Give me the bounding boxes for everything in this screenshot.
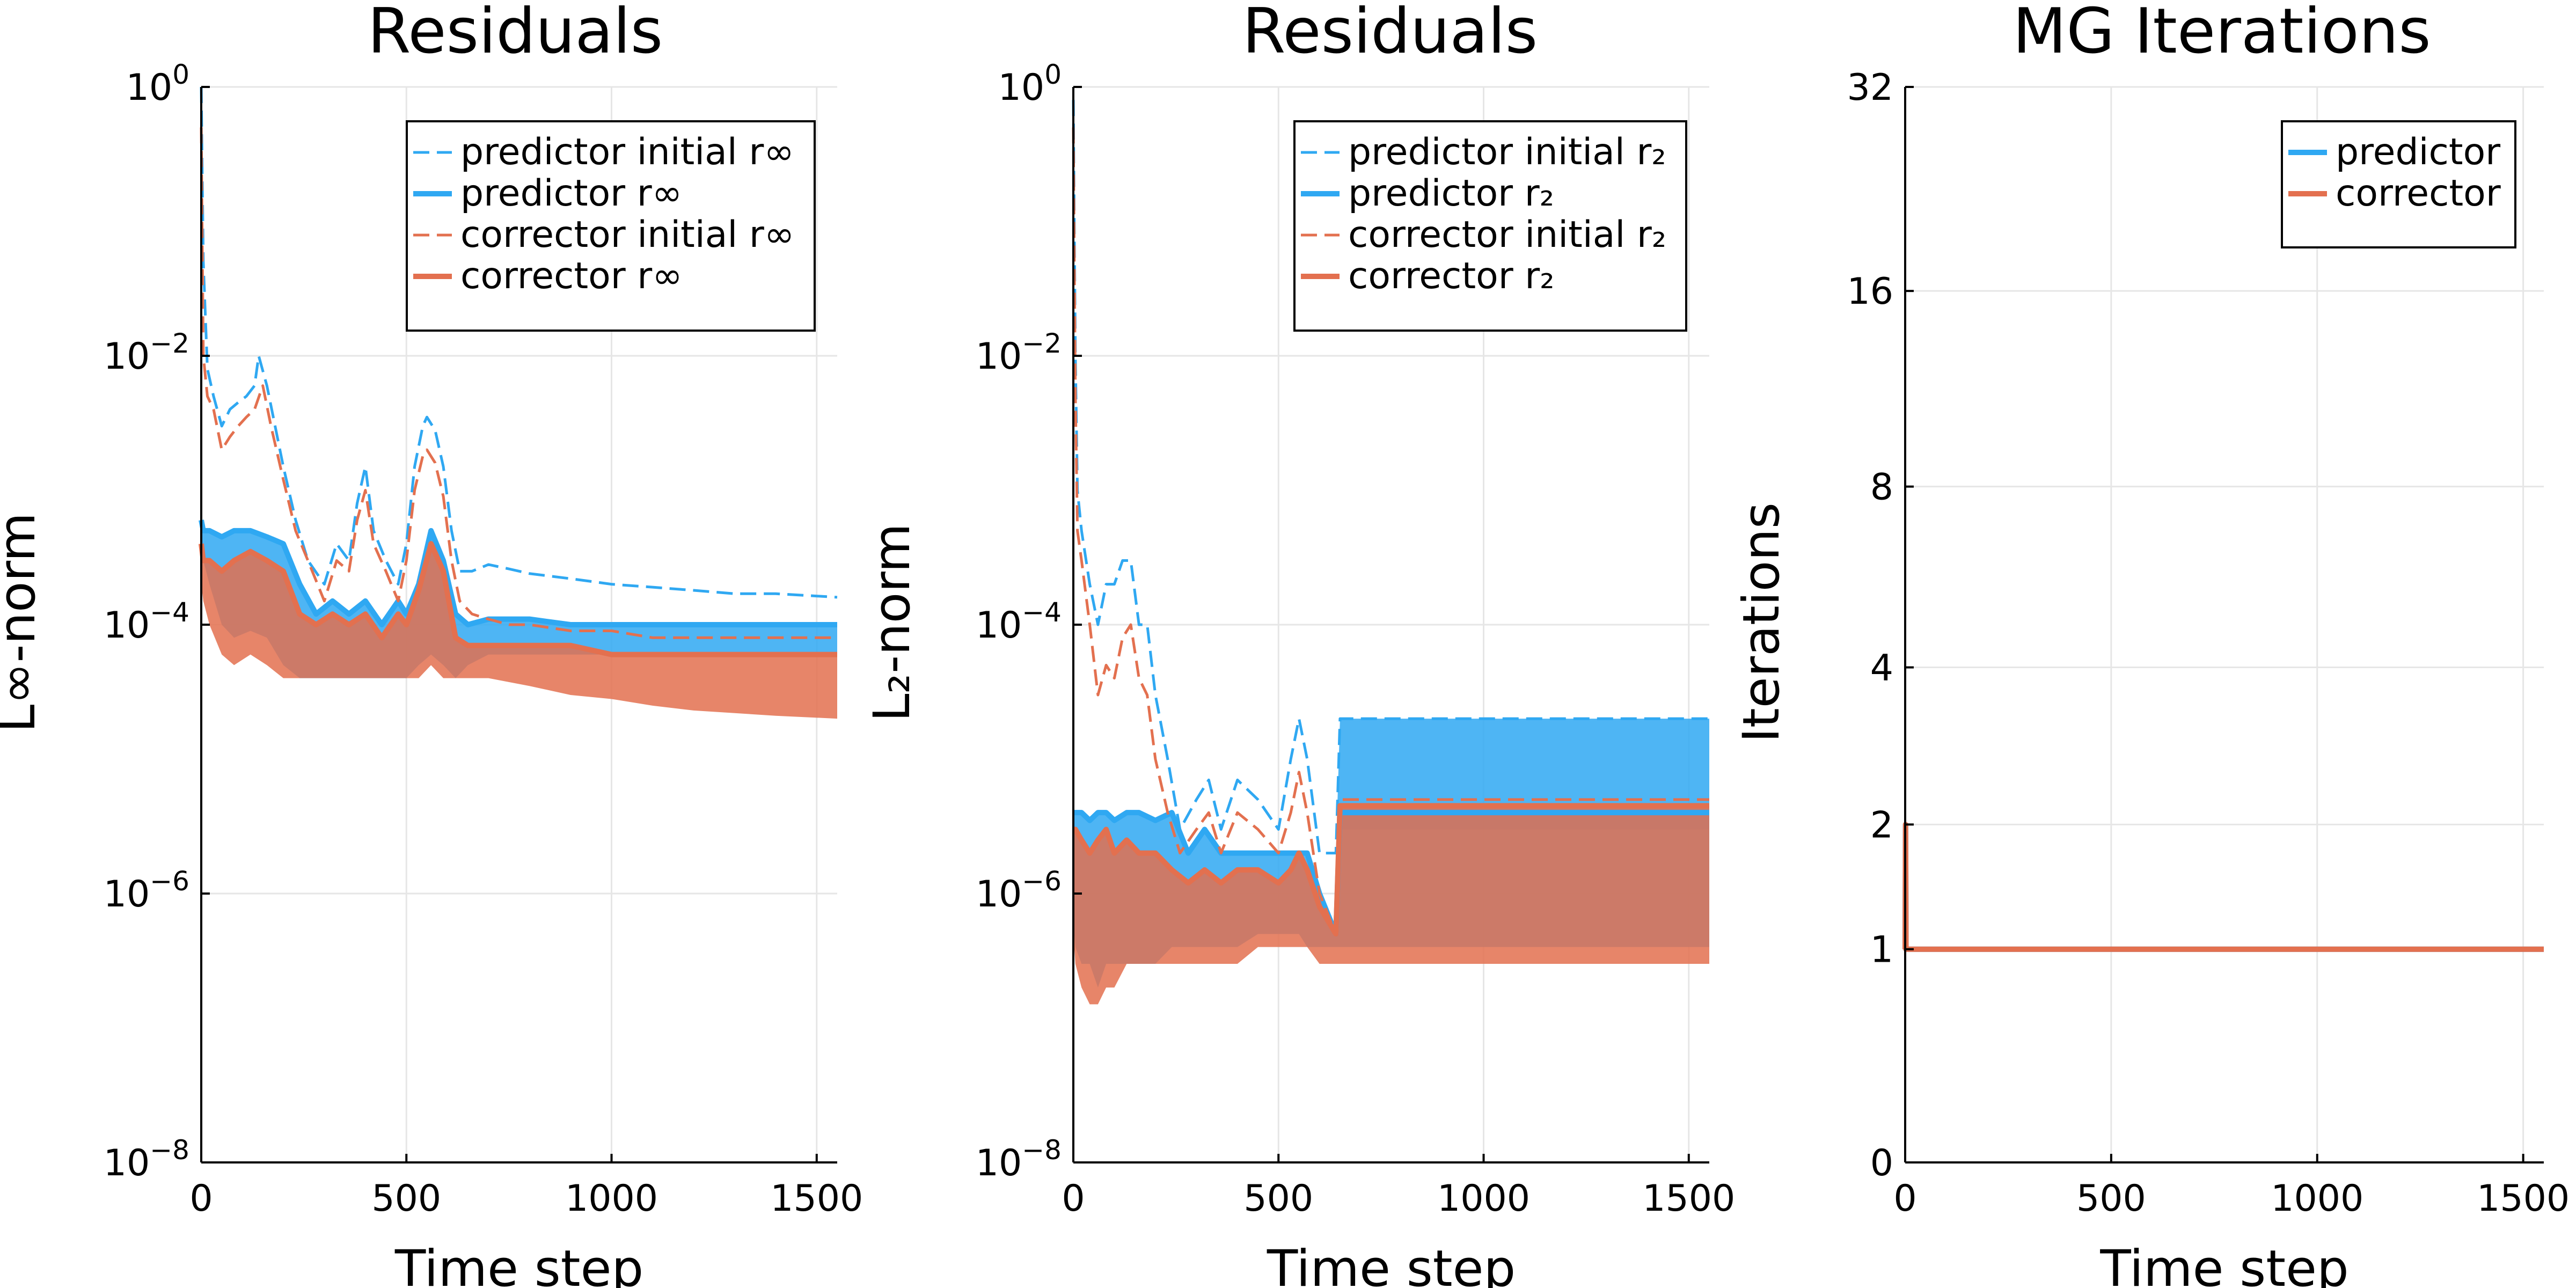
x-tick-label: 1500 [2477, 1177, 2570, 1220]
y-tick-label: 100 [126, 59, 189, 109]
y-tick-label: 8 [1870, 466, 1893, 509]
y-tick-label: 1 [1870, 929, 1893, 971]
legend: predictor initial r∞predictor r∞correcto… [406, 120, 816, 332]
x-tick-label: 0 [1893, 1177, 1916, 1220]
legend-label: corrector r∞ [460, 255, 683, 297]
x-tick-label: 1000 [1437, 1177, 1530, 1220]
y-tick-label: 32 [1847, 67, 1893, 109]
legend-label: predictor [2336, 131, 2500, 173]
y-tick-label: 4 [1870, 647, 1893, 690]
y-tick-label: 10−2 [976, 328, 1062, 378]
y-axis-label: L∞-norm [0, 513, 47, 733]
series-band-0 [1073, 100, 1709, 853]
y-tick-label: 10−8 [976, 1135, 1062, 1184]
series-line-2 [1072, 127, 1709, 935]
legend-box [1293, 120, 1687, 332]
x-axis-label: Time step [394, 1240, 643, 1288]
x-tick-label: 500 [1243, 1177, 1313, 1220]
series-line-1 [199, 519, 837, 627]
legend-label: corrector initial r∞ [460, 214, 795, 256]
y-tick-label: 10−6 [104, 866, 189, 916]
legend-label: predictor r∞ [460, 172, 682, 215]
x-tick-label: 1000 [2271, 1177, 2363, 1220]
x-tick-label: 1500 [1642, 1177, 1735, 1220]
chart-title: MG Iterations [2012, 0, 2431, 68]
legend-label: predictor initial r₂ [1348, 131, 1666, 173]
legend-box [406, 120, 816, 332]
series-line-0 [1072, 100, 1709, 855]
plot-area [1072, 100, 1709, 1005]
y-tick-label: 0 [1870, 1142, 1893, 1184]
chart-panel: 0 500 1000 1500 10−8 10−6 10−4 10−2 100 Residuals… [0, 0, 863, 1288]
series-line-0 [200, 86, 838, 599]
y-tick-label: 2 [1870, 804, 1893, 846]
chart-title: Residuals [1242, 0, 1538, 68]
legend-label: corrector initial r₂ [1348, 214, 1666, 256]
x-tick-label: 0 [1062, 1177, 1085, 1220]
x-tick-label: 1500 [770, 1177, 863, 1220]
y-axis-label: L₂-norm [863, 523, 921, 722]
series-line-3 [199, 541, 837, 657]
series-line-2 [200, 127, 837, 639]
series-band-3 [201, 544, 837, 719]
y-tick-label: 10−4 [104, 597, 189, 647]
series-line-3 [1072, 803, 1709, 937]
plot-area [199, 86, 838, 719]
x-tick-label: 500 [371, 1177, 441, 1220]
x-tick-label: 1000 [565, 1177, 658, 1220]
legend-label: corrector r₂ [1348, 255, 1555, 297]
y-tick-label: 10−2 [104, 328, 189, 378]
y-tick-label: 10−8 [104, 1135, 189, 1184]
x-tick-label: 500 [2076, 1177, 2146, 1220]
x-axis-label: Time step [1267, 1240, 1516, 1288]
legend-label: predictor r₂ [1348, 172, 1554, 215]
y-tick-label: 100 [998, 59, 1062, 109]
x-axis-label: Time step [2099, 1240, 2348, 1288]
y-axis-label: Iterations [1732, 502, 1791, 743]
legend-label: predictor initial r∞ [460, 131, 794, 173]
series-line-1 [1072, 810, 1709, 937]
legend-label: corrector [2336, 172, 2501, 215]
x-tick-label: 0 [189, 1177, 213, 1220]
chart-panel: 0 500 1000 1500 0 1 2 4 8 16 32 MG Iterations Time s… [1732, 0, 2570, 1288]
y-tick-label: 10−6 [976, 866, 1062, 916]
y-tick-label: 10−4 [976, 597, 1062, 647]
y-tick-label: 16 [1847, 270, 1893, 313]
chart-panel: 0 500 1000 1500 10−8 10−6 10−4 10−2 100 Residuals… [863, 0, 1735, 1288]
series-band-3 [1073, 806, 1709, 1005]
chart-title: Residuals [368, 0, 663, 68]
legend-box [2281, 120, 2516, 248]
